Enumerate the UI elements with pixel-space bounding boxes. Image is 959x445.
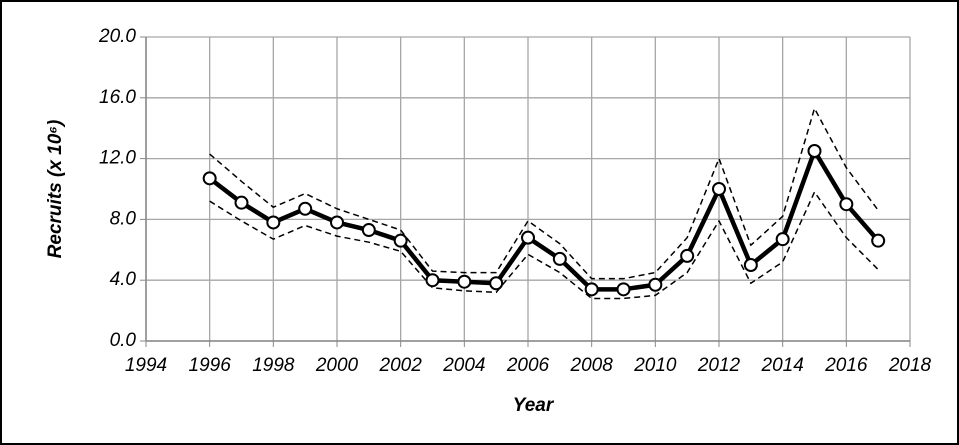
- marker: [330, 215, 344, 230]
- y-tick-label: 0.0: [110, 330, 137, 351]
- marker: [775, 232, 790, 247]
- marker: [202, 171, 217, 186]
- marker: [871, 233, 886, 248]
- marker: [425, 273, 440, 288]
- x-axis-label: Year: [513, 395, 555, 416]
- y-axis-label: Recruits (x 10⁶): [45, 120, 66, 259]
- y-tick-label: 16.0: [99, 87, 136, 108]
- x-tick-label: 2002: [379, 355, 423, 376]
- x-tick-label: 2014: [761, 355, 804, 376]
- x-tick-label: 2010: [633, 355, 677, 376]
- marker: [457, 274, 472, 289]
- x-tick-label: 1996: [189, 355, 232, 376]
- marker: [552, 251, 567, 266]
- marker: [616, 282, 631, 297]
- y-tick-label: 8.0: [110, 208, 137, 229]
- bound-line: [209, 191, 879, 300]
- x-tick-label: 1994: [125, 355, 167, 376]
- marker: [266, 215, 281, 230]
- y-tick-label: 20.0: [98, 26, 136, 47]
- x-tick-label: 2008: [570, 355, 614, 376]
- marker: [521, 230, 535, 245]
- bound-line: [209, 107, 879, 280]
- marker: [712, 182, 726, 196]
- series-line: [208, 148, 880, 292]
- x-tick-label: 2006: [506, 355, 550, 376]
- marker: [807, 144, 822, 158]
- marker: [743, 258, 758, 272]
- x-tick-label: 2016: [824, 355, 868, 376]
- marker: [489, 276, 504, 291]
- x-tick-label: 1998: [252, 355, 295, 376]
- x-tick-label: 2000: [315, 355, 359, 376]
- marker: [839, 197, 854, 212]
- marker: [584, 282, 599, 297]
- marker: [361, 223, 376, 238]
- marker: [680, 248, 695, 263]
- marker: [648, 277, 663, 292]
- y-tick-label: 4.0: [110, 269, 137, 290]
- x-tick-label: 2012: [697, 355, 741, 376]
- x-tick-label: 2018: [888, 355, 932, 376]
- marker: [393, 233, 408, 248]
- y-tick-label: 12.0: [99, 148, 136, 169]
- marker: [298, 201, 313, 216]
- x-tick-label: 2004: [442, 355, 485, 376]
- marker: [234, 195, 249, 210]
